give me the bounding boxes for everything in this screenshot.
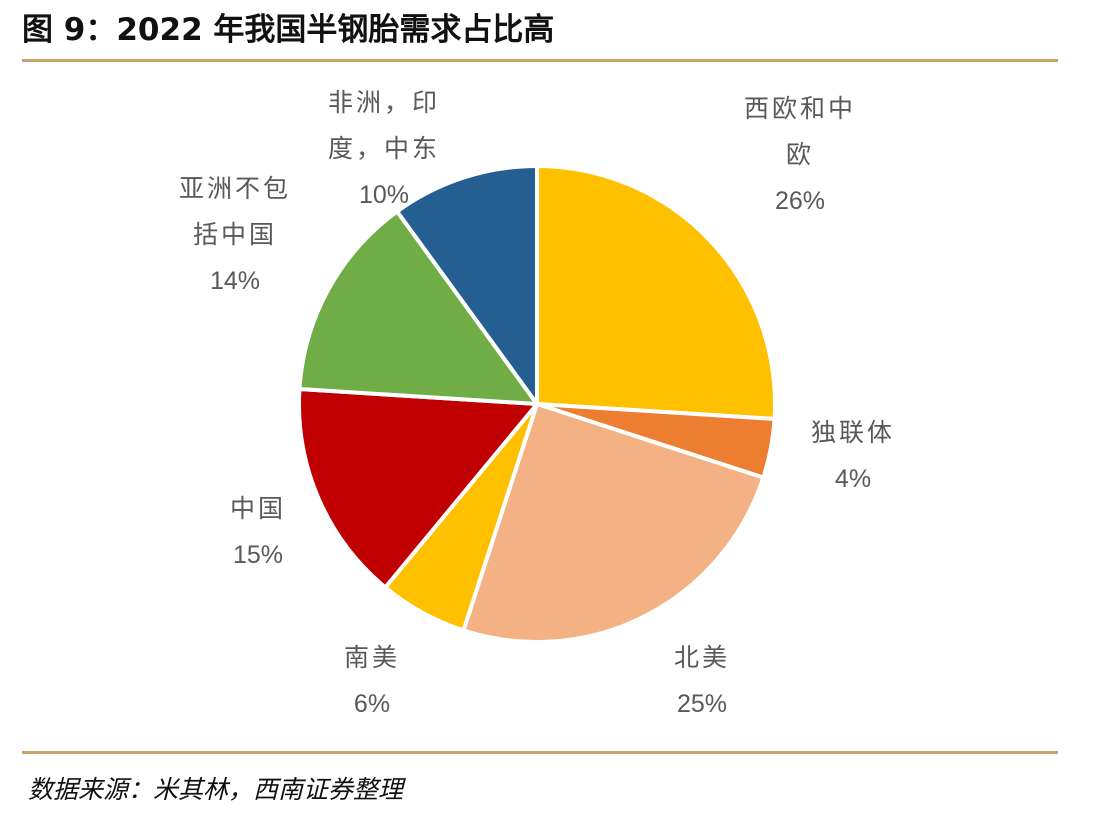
slice-label-value: 6%	[353, 690, 391, 718]
slice-label-name: 独联体	[810, 418, 895, 447]
figure-title: 图 9：2022 年我国半钢胎需求占比高	[22, 12, 555, 48]
source-note: 数据来源：米其林，西南证券整理	[28, 775, 404, 804]
slice-label-name: 北美	[673, 643, 730, 672]
pie-slice	[395, 164, 539, 406]
slice-label-name: 中国	[229, 494, 286, 523]
slice-label: 北美 25%	[612, 635, 792, 727]
slice-label-value: 10%	[358, 181, 410, 209]
pie-slice	[461, 402, 766, 644]
slice-label: 非洲，印 度，中东 10%	[294, 80, 474, 218]
slice-label-value: 15%	[232, 541, 284, 569]
pie-slice	[297, 209, 539, 406]
pie-slice	[297, 387, 539, 590]
slice-label-value: 26%	[774, 187, 826, 215]
top-rule	[22, 59, 1058, 62]
bottom-rule	[22, 751, 1058, 754]
slice-label: 南美 6%	[282, 635, 462, 727]
slice-label-name: 南美	[343, 643, 400, 672]
slice-label-value: 14%	[209, 267, 261, 295]
pie-slice	[535, 164, 777, 421]
slice-label-value: 25%	[676, 690, 728, 718]
slice-label-name: 西欧和中 欧	[743, 94, 856, 169]
slice-label-value: 4%	[834, 465, 872, 493]
slice-label-name: 非洲，印 度，中东	[327, 88, 440, 163]
slice-label-name: 亚洲不包 括中国	[178, 174, 291, 249]
slice-label: 西欧和中 欧 26%	[710, 86, 890, 224]
slice-label: 亚洲不包 括中国 14%	[145, 166, 325, 304]
slice-label: 中国 15%	[168, 486, 348, 578]
slice-label: 独联体 4%	[763, 410, 943, 502]
